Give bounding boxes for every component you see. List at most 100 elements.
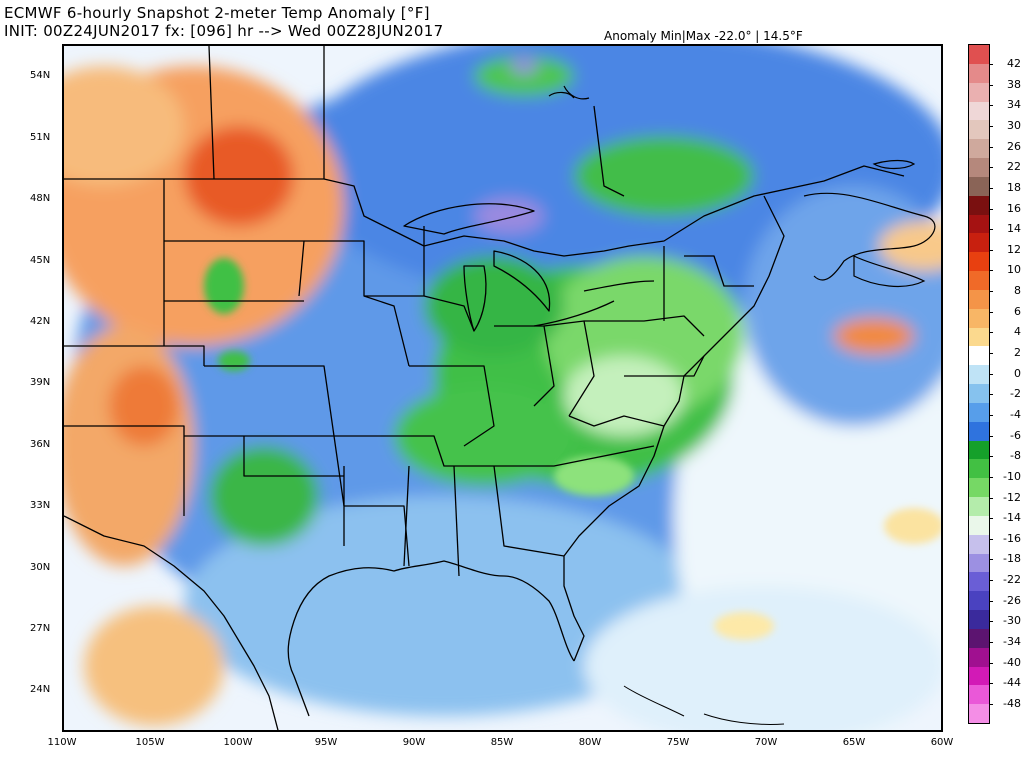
- lon-label: 85W: [490, 737, 514, 748]
- colorbar-label: 14: [1007, 222, 1021, 236]
- map-panel: [62, 44, 943, 732]
- colorbar-label: -16: [1003, 531, 1021, 545]
- lon-label: 105W: [135, 737, 165, 748]
- lon-label: 65W: [842, 737, 866, 748]
- colorbar-tick: [989, 187, 993, 189]
- lat-label: 54N: [30, 70, 51, 81]
- colorbar-swatch: [969, 628, 989, 649]
- lat-label: 30N: [30, 562, 51, 573]
- colorbar-swatch: [969, 497, 989, 517]
- colorbar-swatch: [969, 289, 989, 310]
- colorbar-tick: [989, 642, 993, 644]
- colorbar-tick: [989, 704, 993, 705]
- colorbar-label: -18: [1003, 552, 1021, 566]
- colorbar-label: 38: [1007, 77, 1021, 91]
- colorbar-swatch: [969, 421, 989, 441]
- colorbar-tick: [989, 270, 993, 272]
- colorbar-label: 30: [1007, 118, 1021, 132]
- colorbar-label: 16: [1007, 201, 1021, 215]
- colorbar-tick: [989, 373, 993, 375]
- lat-label: 45N: [30, 255, 51, 266]
- colorbar-tick: [989, 497, 993, 499]
- colorbar-tick: [989, 662, 993, 664]
- colorbar-swatch: [969, 101, 989, 121]
- colorbar-label: 6: [1014, 304, 1021, 318]
- colorbar-swatch: [969, 685, 989, 705]
- colorbar-swatch: [969, 45, 989, 65]
- colorbar-label: -34: [1003, 635, 1021, 649]
- temperature-anomaly-map: [64, 46, 941, 730]
- colorbar-swatch: [969, 365, 989, 385]
- colorbar-label: 10: [1007, 263, 1021, 277]
- colorbar-swatch: [969, 327, 989, 347]
- colorbar-swatch: [969, 233, 989, 253]
- lon-label: 75W: [666, 737, 690, 748]
- colorbar-tick: [989, 621, 993, 623]
- colorbar-tick: [989, 538, 993, 540]
- lon-label: 90W: [402, 737, 426, 748]
- colorbar-tick: [989, 332, 993, 334]
- lat-label: 48N: [30, 193, 51, 204]
- colorbar-swatch: [969, 346, 989, 366]
- colorbar-label: -4: [1010, 407, 1021, 421]
- colorbar-label: -44: [1003, 676, 1021, 690]
- colorbar-label: 2: [1014, 346, 1021, 360]
- colorbar-swatch: [969, 534, 989, 554]
- colorbar-tick: [989, 208, 993, 210]
- colorbar-swatch: [969, 402, 989, 423]
- colorbar-swatch: [969, 478, 989, 498]
- lon-label: 110W: [47, 737, 77, 748]
- lon-label: 60W: [930, 737, 954, 748]
- colorbar-tick: [989, 394, 993, 396]
- lat-label: 51N: [30, 132, 51, 143]
- colorbar-swatch: [969, 572, 989, 592]
- colorbar-swatch: [969, 647, 989, 667]
- colorbar-label: -22: [1003, 573, 1021, 587]
- colorbar-label: 18: [1007, 180, 1021, 194]
- colorbar-swatch: [969, 308, 989, 328]
- colorbar-tick: [989, 414, 993, 416]
- colorbar-label: -14: [1003, 511, 1021, 525]
- lat-label: 39N: [30, 377, 51, 388]
- colorbar-label: -40: [1003, 655, 1021, 669]
- lat-label: 33N: [30, 500, 51, 511]
- colorbar-swatch: [969, 591, 989, 611]
- lat-label: 36N: [30, 439, 51, 450]
- colorbar-tick: [989, 125, 993, 127]
- colorbar-label: 4: [1014, 325, 1021, 339]
- colorbar-tick: [989, 600, 993, 602]
- anomaly-minmax: Anomaly Min|Max -22.0° | 14.5°F: [604, 29, 803, 43]
- colorbar-tick: [989, 167, 993, 169]
- colorbar-swatch: [969, 120, 989, 140]
- colorbar-label: -12: [1003, 490, 1021, 504]
- colorbar-tick: [989, 456, 993, 458]
- colorbar-label: 8: [1014, 284, 1021, 298]
- colorbar-tick: [989, 84, 993, 86]
- colorbar-tick: [989, 683, 993, 685]
- colorbar-swatch: [969, 139, 989, 159]
- colorbar-swatch: [969, 459, 989, 479]
- colorbar-swatch: [969, 666, 989, 686]
- colorbar-label: 26: [1007, 139, 1021, 153]
- map-init-info: INIT: 00Z24JUN2017 fx: [096] hr --> Wed …: [4, 22, 444, 40]
- colorbar-tick: [989, 311, 993, 313]
- lon-label: 70W: [754, 737, 778, 748]
- colorbar-tick: [989, 146, 993, 148]
- colorbar-label: -8: [1010, 449, 1021, 463]
- colorbar-swatch: [969, 63, 989, 84]
- colorbar-tick: [989, 291, 993, 293]
- colorbar-tick: [989, 518, 993, 520]
- colorbar-tick: [989, 476, 993, 478]
- lon-label: 100W: [223, 737, 253, 748]
- colorbar-tick: [989, 249, 993, 251]
- lat-label: 42N: [30, 316, 51, 327]
- map-title: ECMWF 6-hourly Snapshot 2-meter Temp Ano…: [4, 4, 430, 22]
- colorbar-swatch: [969, 610, 989, 630]
- colorbar-tick: [989, 580, 993, 582]
- colorbar-label: -26: [1003, 593, 1021, 607]
- colorbar-label: -30: [1003, 614, 1021, 628]
- colorbar-swatch: [969, 553, 989, 573]
- colorbar-label: 12: [1007, 242, 1021, 256]
- colorbar-tick: [989, 229, 993, 231]
- colorbar-swatch: [969, 515, 989, 536]
